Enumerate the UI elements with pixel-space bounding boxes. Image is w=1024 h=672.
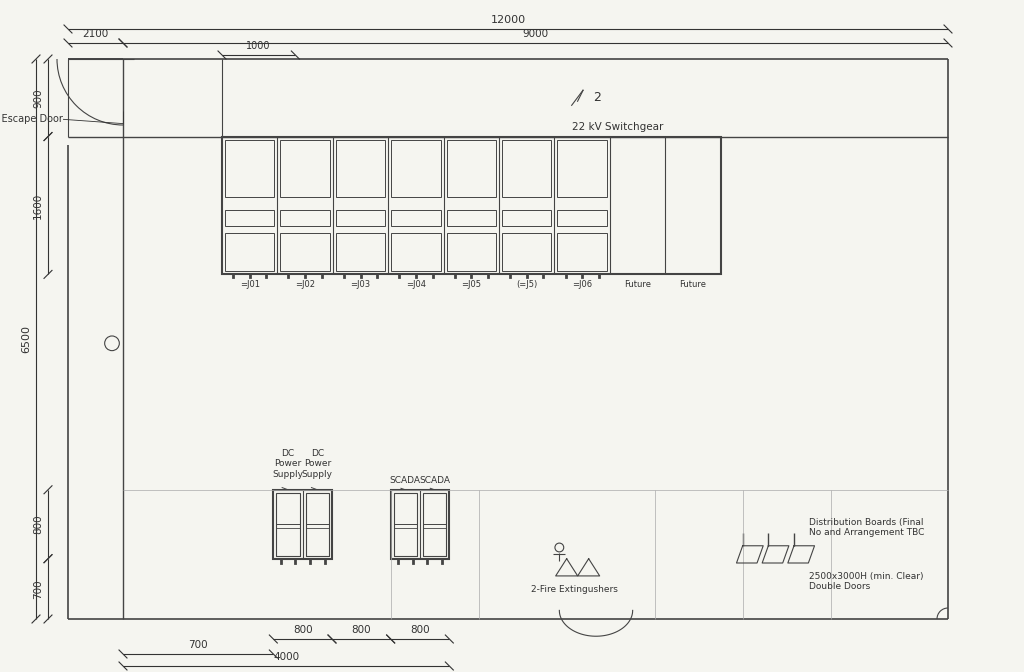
Text: 1200x2100H Escape Door: 1200x2100H Escape Door: [0, 114, 63, 124]
Bar: [306, 493, 329, 556]
Bar: [502, 210, 552, 226]
Text: SCADA: SCADA: [419, 476, 451, 485]
Text: 700: 700: [188, 640, 208, 650]
Bar: [336, 210, 385, 226]
Text: 700: 700: [33, 579, 43, 599]
Bar: [273, 490, 332, 558]
Text: =J03: =J03: [350, 280, 371, 290]
Bar: [557, 140, 607, 198]
Text: =J04: =J04: [406, 280, 426, 290]
Bar: [276, 493, 300, 556]
Bar: [393, 528, 417, 556]
Text: 800: 800: [411, 625, 430, 635]
Text: =J06: =J06: [572, 280, 592, 290]
Bar: [446, 233, 496, 271]
Bar: [306, 528, 329, 556]
Bar: [393, 493, 417, 556]
Text: 2-Fire Extingushers: 2-Fire Extingushers: [530, 585, 617, 593]
Text: 2100: 2100: [82, 29, 109, 39]
Text: 2: 2: [593, 91, 601, 104]
Text: Future: Future: [624, 280, 651, 290]
Text: Distribution Boards (Final
No and Arrangement TBC: Distribution Boards (Final No and Arrang…: [809, 517, 924, 537]
Polygon shape: [736, 546, 763, 563]
Text: 12000: 12000: [490, 15, 525, 25]
Text: =J05: =J05: [462, 280, 481, 290]
Text: =J02: =J02: [295, 280, 315, 290]
Text: 1000: 1000: [247, 41, 271, 51]
Bar: [336, 140, 385, 198]
Text: (=J5): (=J5): [516, 280, 538, 290]
Text: 2500x3000H (min. Clear)
Double Doors: 2500x3000H (min. Clear) Double Doors: [809, 572, 924, 591]
Text: Future: Future: [680, 280, 707, 290]
Text: DC
Power
Supply: DC Power Supply: [272, 449, 303, 478]
Polygon shape: [787, 546, 814, 563]
Bar: [281, 210, 330, 226]
Bar: [225, 140, 274, 198]
Bar: [225, 233, 274, 271]
Text: 800: 800: [351, 625, 371, 635]
Bar: [502, 233, 552, 271]
Bar: [446, 210, 496, 226]
Text: 22 kV Switchgear: 22 kV Switchgear: [572, 122, 664, 132]
Bar: [225, 210, 274, 226]
Bar: [276, 528, 300, 556]
Bar: [502, 140, 552, 198]
Bar: [423, 528, 446, 556]
Text: 800: 800: [33, 515, 43, 534]
Bar: [446, 140, 496, 198]
Bar: [336, 233, 385, 271]
Bar: [557, 233, 607, 271]
Text: 900: 900: [33, 88, 43, 108]
Text: DC
Power
Supply: DC Power Supply: [302, 449, 333, 478]
Text: 4000: 4000: [273, 652, 299, 662]
Text: 9000: 9000: [522, 29, 549, 39]
Text: SCADA: SCADA: [390, 476, 421, 485]
Bar: [557, 210, 607, 226]
Text: 800: 800: [293, 625, 312, 635]
Bar: [423, 493, 446, 556]
Text: =J01: =J01: [240, 280, 260, 290]
Polygon shape: [762, 546, 788, 563]
Text: 6500: 6500: [22, 325, 31, 353]
Text: 1600: 1600: [33, 192, 43, 218]
Bar: [391, 210, 440, 226]
Bar: [222, 136, 721, 274]
Bar: [391, 233, 440, 271]
Bar: [391, 490, 450, 558]
Bar: [281, 233, 330, 271]
Bar: [281, 140, 330, 198]
Bar: [391, 140, 440, 198]
